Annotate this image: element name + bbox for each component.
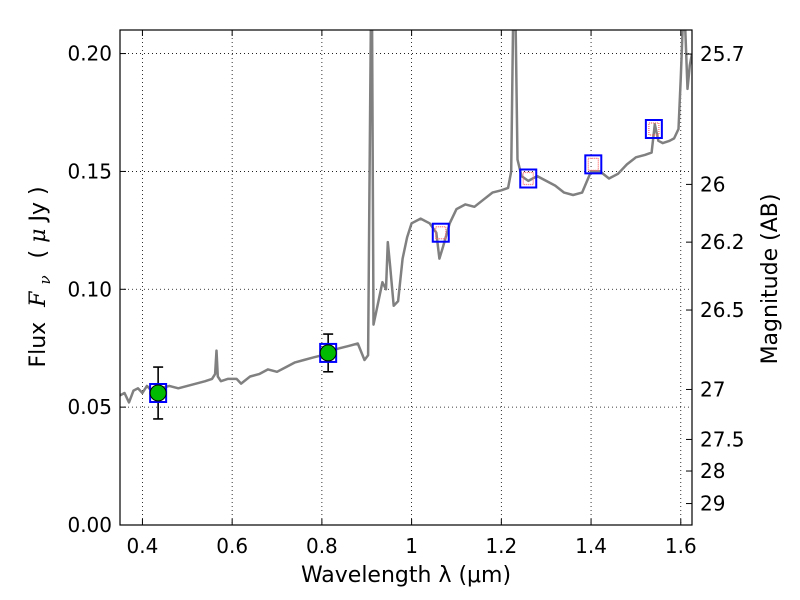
x-tick-label: 1.2 (485, 534, 517, 558)
right-tick-label: 27 (700, 377, 725, 401)
y-tick-label: 0.10 (67, 277, 112, 301)
right-tick-label: 28 (700, 459, 725, 483)
model-photometry-marker (431, 222, 450, 243)
right-tick-label: 26 (700, 172, 725, 196)
right-tick-label: 26.2 (700, 230, 745, 254)
x-tick-label: 1.4 (575, 534, 607, 558)
svg-text:Flux F ν (: Flux F ν ( μ Jy ) (26, 186, 56, 367)
x-tick-label: 0.4 (127, 534, 159, 558)
y-tick-label: 0.15 (67, 159, 112, 183)
right-tick-label: 29 (700, 492, 725, 516)
x-tick-label: 1 (405, 534, 418, 558)
model-photometry-marker (584, 154, 603, 175)
y-label-unit-open: ( (26, 243, 51, 259)
y-axis-label: Flux F ν ( μ Jy ) (26, 186, 56, 367)
plot-area (120, 30, 692, 420)
model-photometry-inner (648, 122, 660, 136)
right-y-axis-label: Magnitude (AB) (758, 194, 783, 365)
right-tick-label: 26.5 (700, 298, 745, 322)
y-tick-label: 0.20 (67, 42, 112, 66)
model-photometry-inner (435, 226, 447, 240)
x-tick-label: 0.8 (306, 534, 338, 558)
x-axis-label: Wavelength λ (μm) (301, 563, 511, 588)
x-tick-label: 1.6 (665, 534, 697, 558)
model-photometry-inner (522, 171, 534, 186)
y-label-unit-mu: μ (26, 229, 51, 243)
y-label-text: Flux (26, 322, 51, 368)
y-label-sub: ν (36, 275, 54, 284)
observed-point (149, 384, 167, 402)
grid-lines (120, 30, 692, 525)
model-photometry-inner (587, 157, 599, 171)
observed-point (319, 344, 337, 362)
plot-frame (119, 29, 693, 526)
model-photometry-marker (519, 168, 538, 189)
x-tick-label: 0.6 (216, 534, 248, 558)
axis-ticks: 0.4 0.6 0.8 1 1.2 1.4 1.6 0.00 0.05 0.10 0.15 0.20 2… (67, 30, 745, 558)
model-photometry-marker (644, 119, 663, 139)
model-spectrum-line (120, 30, 692, 404)
y-tick-label: 0.05 (67, 395, 112, 419)
y-tick-label: 0.00 (67, 513, 112, 537)
right-tick-label: 25.7 (700, 42, 745, 66)
y-label-math: F (26, 291, 51, 308)
y-label-unit-rest: Jy ) (26, 186, 51, 223)
right-tick-label: 27.5 (700, 427, 745, 451)
